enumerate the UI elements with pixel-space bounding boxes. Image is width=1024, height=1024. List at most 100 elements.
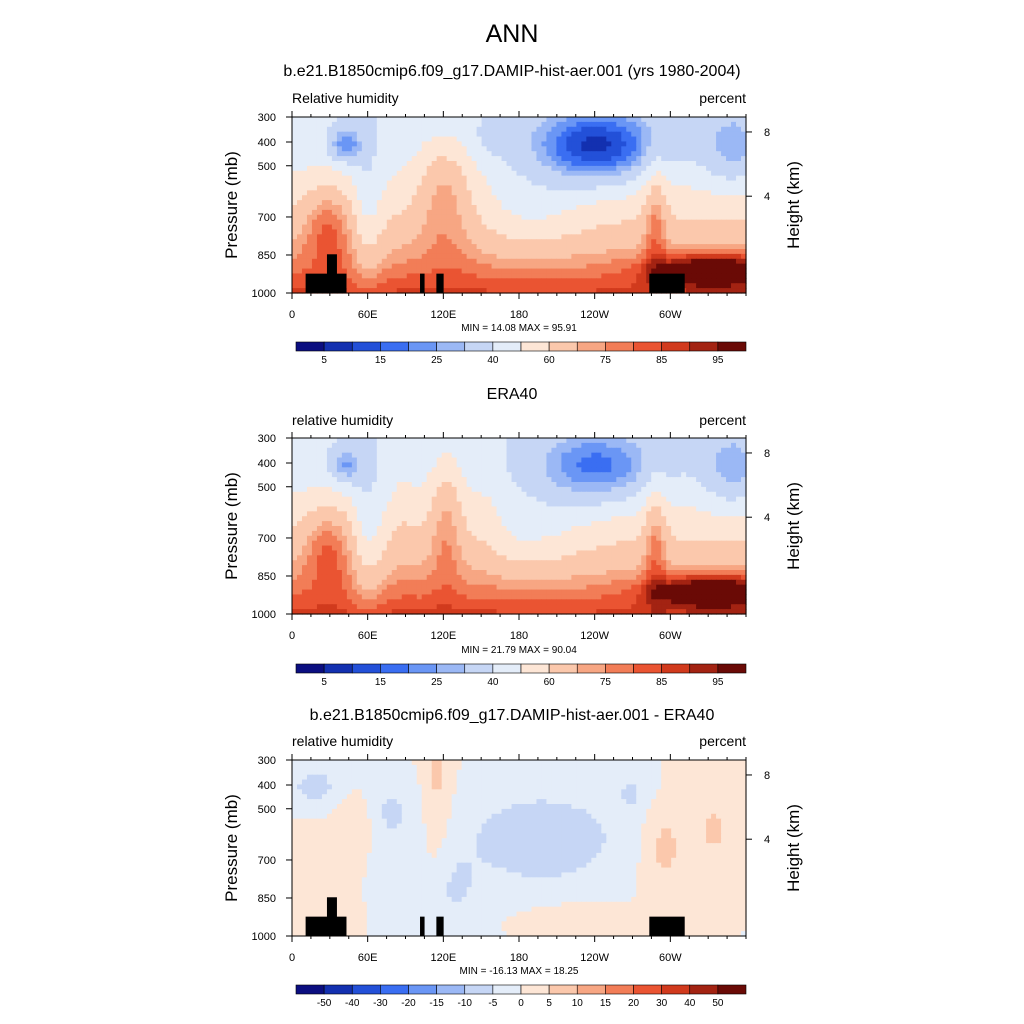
contour-cell [651, 447, 657, 454]
contour-cell [361, 278, 368, 284]
contour-cell [521, 195, 528, 201]
contour-cell [681, 462, 687, 468]
contour-cell [356, 200, 363, 206]
contour-cell [331, 496, 338, 503]
contour-cell [371, 486, 378, 493]
contour-cell [336, 482, 343, 488]
contour-cell [426, 156, 433, 162]
contour-cell [581, 273, 587, 279]
contour-cell [581, 161, 587, 167]
contour-cell [521, 467, 528, 473]
contour-cell [726, 161, 732, 167]
contour-cell [601, 273, 607, 279]
contour-cell [346, 175, 353, 182]
contour-cell [551, 467, 558, 473]
panel-1-title: b.e21.B1850cmip6.f09_g17.DAMIP-hist-aer.… [283, 63, 741, 80]
contour-cell [496, 234, 503, 240]
contour-cell [396, 447, 403, 454]
contour-cell [531, 457, 538, 464]
contour-cell [516, 491, 523, 498]
contour-cell [421, 249, 428, 255]
contour-cell [516, 438, 523, 444]
contour-cell [596, 283, 602, 289]
contour-cell [436, 447, 443, 454]
contour-cell [626, 165, 632, 172]
contour-cell [586, 131, 592, 138]
contour-cell [526, 249, 533, 255]
contour-cell [561, 219, 567, 226]
contour-cell [581, 126, 587, 133]
contour-cell [381, 200, 388, 206]
contour-cell [516, 253, 523, 260]
contour-cell [381, 185, 388, 191]
contour-cell [331, 438, 338, 444]
contour-cell [316, 258, 323, 265]
contour-cell [431, 126, 438, 133]
contour-cell [356, 516, 363, 522]
contour-cell [566, 131, 572, 138]
contour-cell [561, 190, 567, 196]
contour-cell [541, 472, 548, 478]
contour-cell [571, 141, 577, 147]
contour-cell [311, 175, 318, 182]
contour-cell [341, 506, 348, 512]
contour-cell [326, 146, 333, 152]
contour-cell [606, 496, 612, 503]
contour-cell [511, 234, 518, 240]
contour-cell [476, 195, 483, 201]
contour-cell [491, 205, 498, 211]
contour-cell [341, 214, 348, 221]
contour-cell [741, 170, 747, 177]
contour-cell [386, 273, 393, 279]
contour-cell [711, 141, 717, 147]
contour-cell [581, 185, 587, 191]
contour-cell [641, 190, 647, 196]
contour-cell [701, 472, 707, 478]
contour-cell [496, 146, 503, 152]
contour-cell [331, 486, 338, 493]
contour-cell [301, 146, 308, 152]
contour-cell [621, 501, 627, 508]
contour-cell [741, 156, 747, 162]
contour-cell [596, 244, 602, 250]
contour-cell [511, 462, 518, 468]
contour-cell [292, 447, 298, 454]
contour-cell [376, 200, 383, 206]
contour-cell [636, 501, 642, 508]
contour-cell [686, 156, 692, 162]
contour-cell [431, 258, 438, 265]
contour-cell [591, 278, 597, 284]
contour-cell [426, 283, 433, 289]
contour-cell [511, 288, 518, 294]
contour-cell [516, 136, 523, 143]
contour-cell [611, 263, 617, 270]
contour-cell [356, 482, 363, 488]
contour-cell [421, 205, 428, 211]
contour-cell [711, 253, 717, 260]
contour-cell [576, 501, 582, 508]
contour-cell [581, 253, 587, 260]
contour-cell [631, 126, 637, 133]
contour-cell [536, 117, 543, 123]
contour-cell [292, 506, 298, 512]
contour-cell [506, 472, 513, 478]
contour-cell [556, 268, 563, 275]
contour-cell [416, 224, 423, 231]
contour-cell [601, 438, 607, 444]
contour-cell [701, 263, 707, 270]
contour-cell [491, 268, 498, 275]
contour-cell [406, 482, 413, 488]
contour-cell [691, 452, 697, 459]
contour-cell [641, 117, 647, 123]
contour-cell [626, 482, 632, 488]
contour-cell [666, 442, 672, 449]
contour-cell [536, 156, 543, 162]
contour-cell [431, 278, 438, 284]
contour-cell [486, 190, 493, 196]
contour-cell [326, 214, 333, 221]
contour-cell [626, 486, 632, 493]
contour-cell [536, 263, 543, 270]
contour-cell [691, 258, 697, 265]
contour-cell [706, 141, 712, 147]
contour-cell [521, 229, 528, 235]
